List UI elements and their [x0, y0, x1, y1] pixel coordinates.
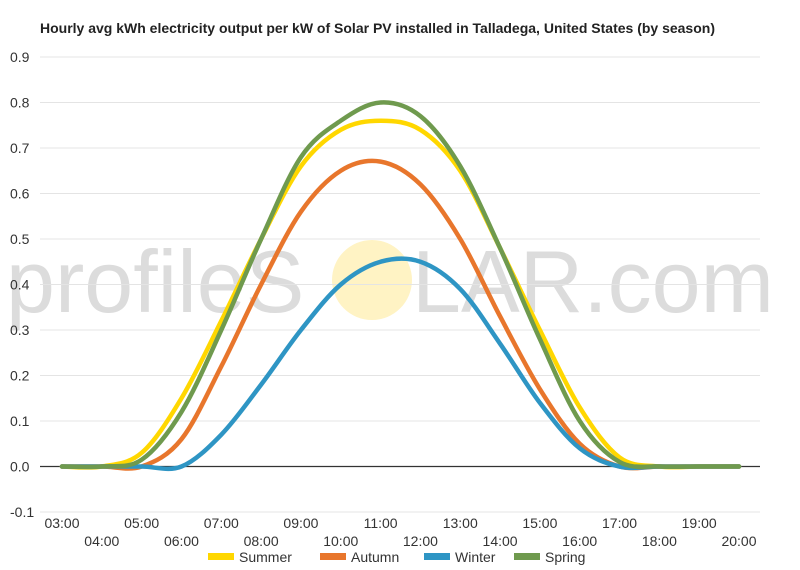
x-tick-label: 05:00: [124, 515, 159, 531]
x-tick-label: 15:00: [522, 515, 557, 531]
legend-label-spring: Spring: [545, 549, 585, 565]
x-tick-label: 07:00: [204, 515, 239, 531]
y-tick-label: 0.3: [10, 322, 30, 338]
legend-label-autumn: Autumn: [351, 549, 399, 565]
x-tick-label: 18:00: [642, 533, 677, 549]
chart-title: Hourly avg kWh electricity output per kW…: [40, 20, 715, 36]
x-tick-label: 06:00: [164, 533, 199, 549]
y-tick-label: -0.1: [10, 504, 34, 520]
y-tick-label: 0.6: [10, 186, 30, 202]
x-tick-label: 13:00: [443, 515, 478, 531]
legend-swatch-autumn: [320, 553, 346, 560]
series-line-summer: [59, 118, 742, 470]
x-tick-label: 09:00: [283, 515, 318, 531]
x-tick-label: 03:00: [44, 515, 79, 531]
y-tick-label: 0.4: [10, 277, 30, 293]
legend: Summer Autumn Winter Spring: [208, 549, 585, 565]
legend-swatch-spring: [514, 553, 540, 560]
series-line-winter: [59, 256, 742, 472]
x-tick-label: 11:00: [364, 515, 398, 531]
y-tick-label: 0.9: [10, 49, 30, 65]
y-tick-label: 0.7: [10, 140, 30, 156]
y-tick-label: 0.1: [10, 413, 30, 429]
x-tick-label: 10:00: [323, 533, 358, 549]
y-tick-label: 0.0: [10, 459, 30, 475]
x-tick-label: 20:00: [721, 533, 756, 549]
x-tick-label: 04:00: [84, 533, 119, 549]
grid: [40, 56, 760, 513]
x-tick-label: 17:00: [602, 515, 637, 531]
y-tick-label: 0.5: [10, 231, 30, 247]
y-tick-label: 0.2: [10, 368, 30, 384]
series-line-spring: [59, 100, 742, 470]
legend-label-summer: Summer: [239, 549, 292, 565]
x-tick-label: 19:00: [682, 515, 717, 531]
x-tick-label: 14:00: [483, 533, 518, 549]
legend-swatch-summer: [208, 553, 234, 560]
watermark-text-right: LAR.com: [412, 232, 774, 331]
x-tick-label: 12:00: [403, 533, 438, 549]
legend-label-winter: Winter: [455, 549, 496, 565]
y-axis: -0.1 0.0 0.1 0.2 0.3 0.4 0.5 0.6 0.7 0.8 0.9: [10, 49, 34, 520]
watermark: profileS LAR.com: [6, 232, 774, 331]
y-tick-label: 0.8: [10, 95, 30, 111]
legend-swatch-winter: [424, 553, 450, 560]
x-tick-label: 16:00: [562, 533, 597, 549]
x-tick-label: 08:00: [244, 533, 279, 549]
series-lines: [59, 100, 742, 472]
